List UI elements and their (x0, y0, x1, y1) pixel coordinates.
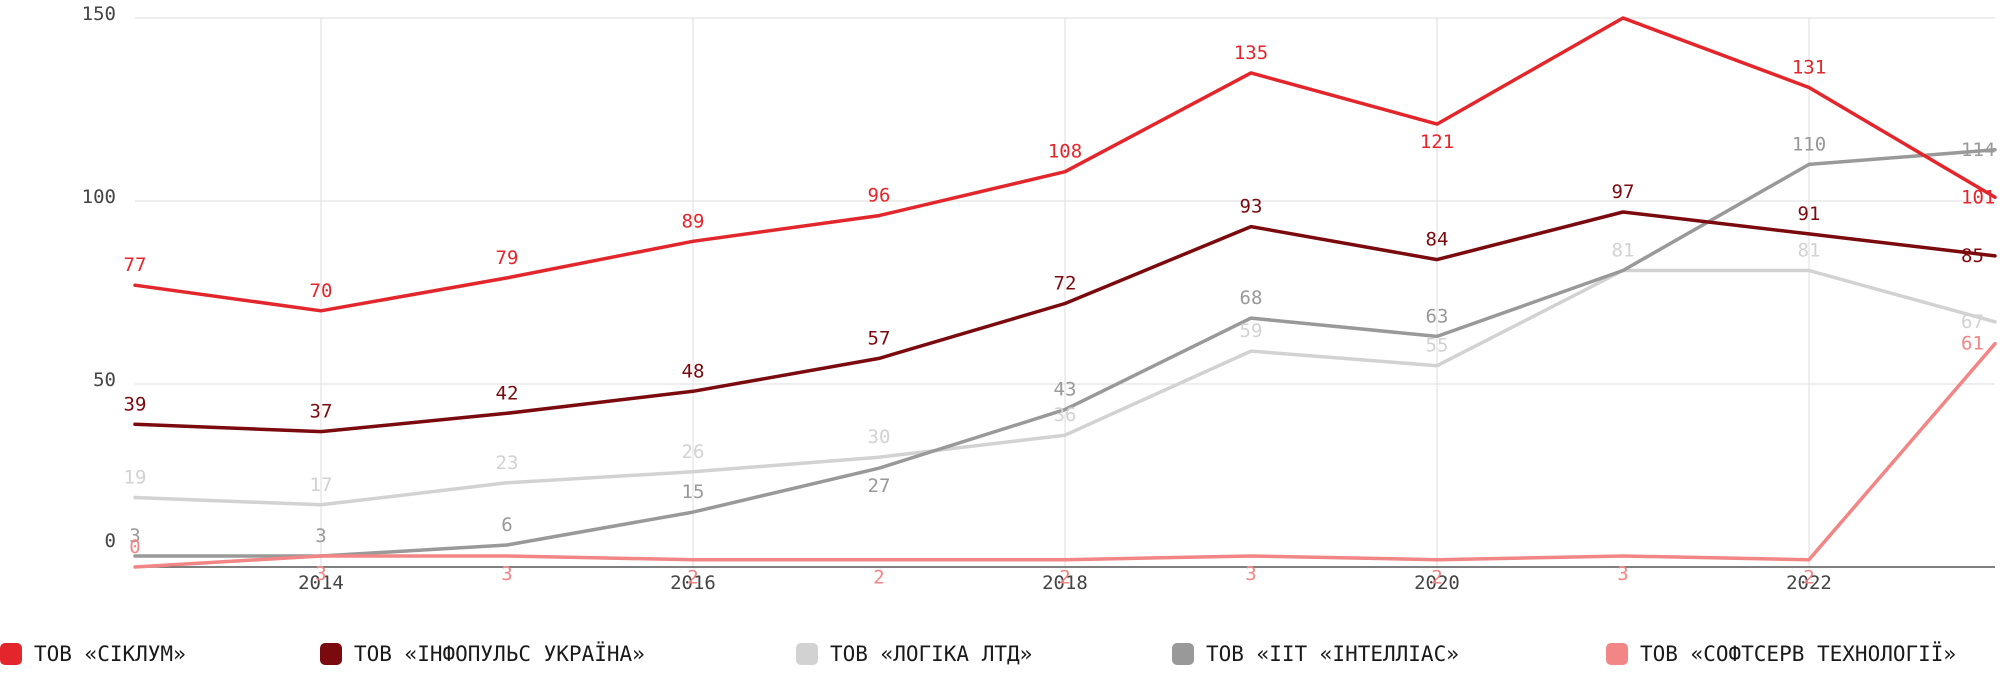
data-label: 67 (1961, 311, 1984, 333)
x-tick-label: 2014 (298, 572, 344, 594)
legend-swatch-softserve (1606, 643, 1628, 665)
data-label: 114 (1961, 139, 1995, 161)
data-label: 48 (682, 360, 705, 382)
data-label: 59 (1240, 320, 1263, 342)
data-label: 70 (310, 280, 333, 302)
series-line-0 (133, 16, 1997, 313)
series-line-1 (133, 210, 1997, 434)
legend-swatch-logika (796, 643, 818, 665)
data-label: 39 (124, 393, 147, 415)
data-label: 89 (682, 210, 705, 232)
data-label: 2 (687, 567, 698, 589)
data-label: 81 (1612, 240, 1635, 262)
y-tick-label: 150 (82, 3, 116, 25)
series-line-3 (133, 148, 1997, 558)
data-label: 81 (1798, 240, 1821, 262)
data-label: 68 (1240, 287, 1263, 309)
data-label: 30 (868, 426, 891, 448)
legend-item-logika[interactable]: ТОВ «ЛОГІКА ЛТД» (796, 642, 1032, 666)
data-label: 3 (129, 525, 140, 547)
series-line-4 (133, 341, 1997, 569)
data-label: 93 (1240, 196, 1263, 218)
data-label: 3 (501, 563, 512, 585)
data-label: 96 (868, 185, 891, 207)
data-label: 77 (124, 254, 147, 276)
data-label: 61 (1961, 333, 1984, 355)
data-label: 2 (1059, 567, 1070, 589)
data-label: 3 (1245, 563, 1256, 585)
data-label: 97 (1612, 181, 1635, 203)
data-label: 72 (1054, 272, 1077, 294)
data-label: 101 (1961, 186, 1995, 208)
data-label: 6 (501, 514, 512, 536)
legend-item-infopuls[interactable]: ТОВ «ІНФОПУЛЬС УКРАЇНА» (320, 642, 645, 666)
legend-label-logika: ТОВ «ЛОГІКА ЛТД» (830, 642, 1033, 666)
data-label: 42 (496, 382, 519, 404)
y-tick-label: 100 (82, 186, 116, 208)
data-label: 37 (310, 401, 333, 423)
legend-swatch-siklum (0, 643, 22, 665)
data-label: 57 (868, 327, 891, 349)
data-label: 19 (124, 466, 147, 488)
data-label: 135 (1234, 42, 1268, 64)
data-label: 85 (1961, 245, 1984, 267)
data-label: 131 (1792, 57, 1826, 79)
legend-label-siklum: ТОВ «СІКЛУМ» (34, 642, 186, 666)
data-label: 121 (1420, 131, 1454, 153)
data-label: 26 (682, 441, 705, 463)
series-line-2 (133, 268, 1997, 507)
data-label: 55 (1426, 335, 1449, 357)
data-label: 15 (682, 481, 705, 503)
data-label: 110 (1792, 133, 1826, 155)
data-label: 2 (873, 567, 884, 589)
data-label: 0 (129, 536, 140, 558)
data-label: 3 (315, 563, 326, 585)
legend: ТОВ «СІКЛУМ» ТОВ «ІНФОПУЛЬС УКРАЇНА» ТОВ… (0, 642, 2000, 672)
data-label: 3 (315, 525, 326, 547)
x-tick-label: 2022 (1786, 572, 1832, 594)
data-label: 3 (1617, 563, 1628, 585)
data-label: 2 (1431, 567, 1442, 589)
data-label: 79 (496, 247, 519, 269)
data-label: 23 (496, 452, 519, 474)
data-label: 63 (1426, 305, 1449, 327)
data-label: 27 (868, 475, 891, 497)
x-tick-label: 2020 (1414, 572, 1460, 594)
x-tick-label: 2018 (1042, 572, 1088, 594)
data-label: 91 (1798, 203, 1821, 225)
y-tick-label: 50 (93, 369, 116, 391)
legend-label-softserve: ТОВ «СОФТСЕРВ ТЕХНОЛОГІЇ» (1640, 642, 1957, 666)
data-label: 43 (1054, 379, 1077, 401)
legend-label-intellias: ТОВ «ІІТ «ІНТЕЛЛІАС» (1206, 642, 1459, 666)
data-label: 36 (1054, 404, 1077, 426)
data-label: 17 (310, 474, 333, 496)
x-tick-label: 2016 (670, 572, 716, 594)
y-tick-label: 0 (105, 530, 116, 552)
data-label: 108 (1048, 141, 1082, 163)
data-label: 2 (1803, 567, 1814, 589)
legend-item-intellias[interactable]: ТОВ «ІІТ «ІНТЕЛЛІАС» (1172, 642, 1459, 666)
data-label: 84 (1426, 229, 1449, 251)
legend-swatch-intellias (1172, 643, 1194, 665)
legend-item-siklum[interactable]: ТОВ «СІКЛУМ» (0, 642, 186, 666)
legend-label-infopuls: ТОВ «ІНФОПУЛЬС УКРАЇНА» (354, 642, 645, 666)
legend-swatch-infopuls (320, 643, 342, 665)
legend-item-softserve[interactable]: ТОВ «СОФТСЕРВ ТЕХНОЛОГІЇ» (1606, 642, 1956, 666)
